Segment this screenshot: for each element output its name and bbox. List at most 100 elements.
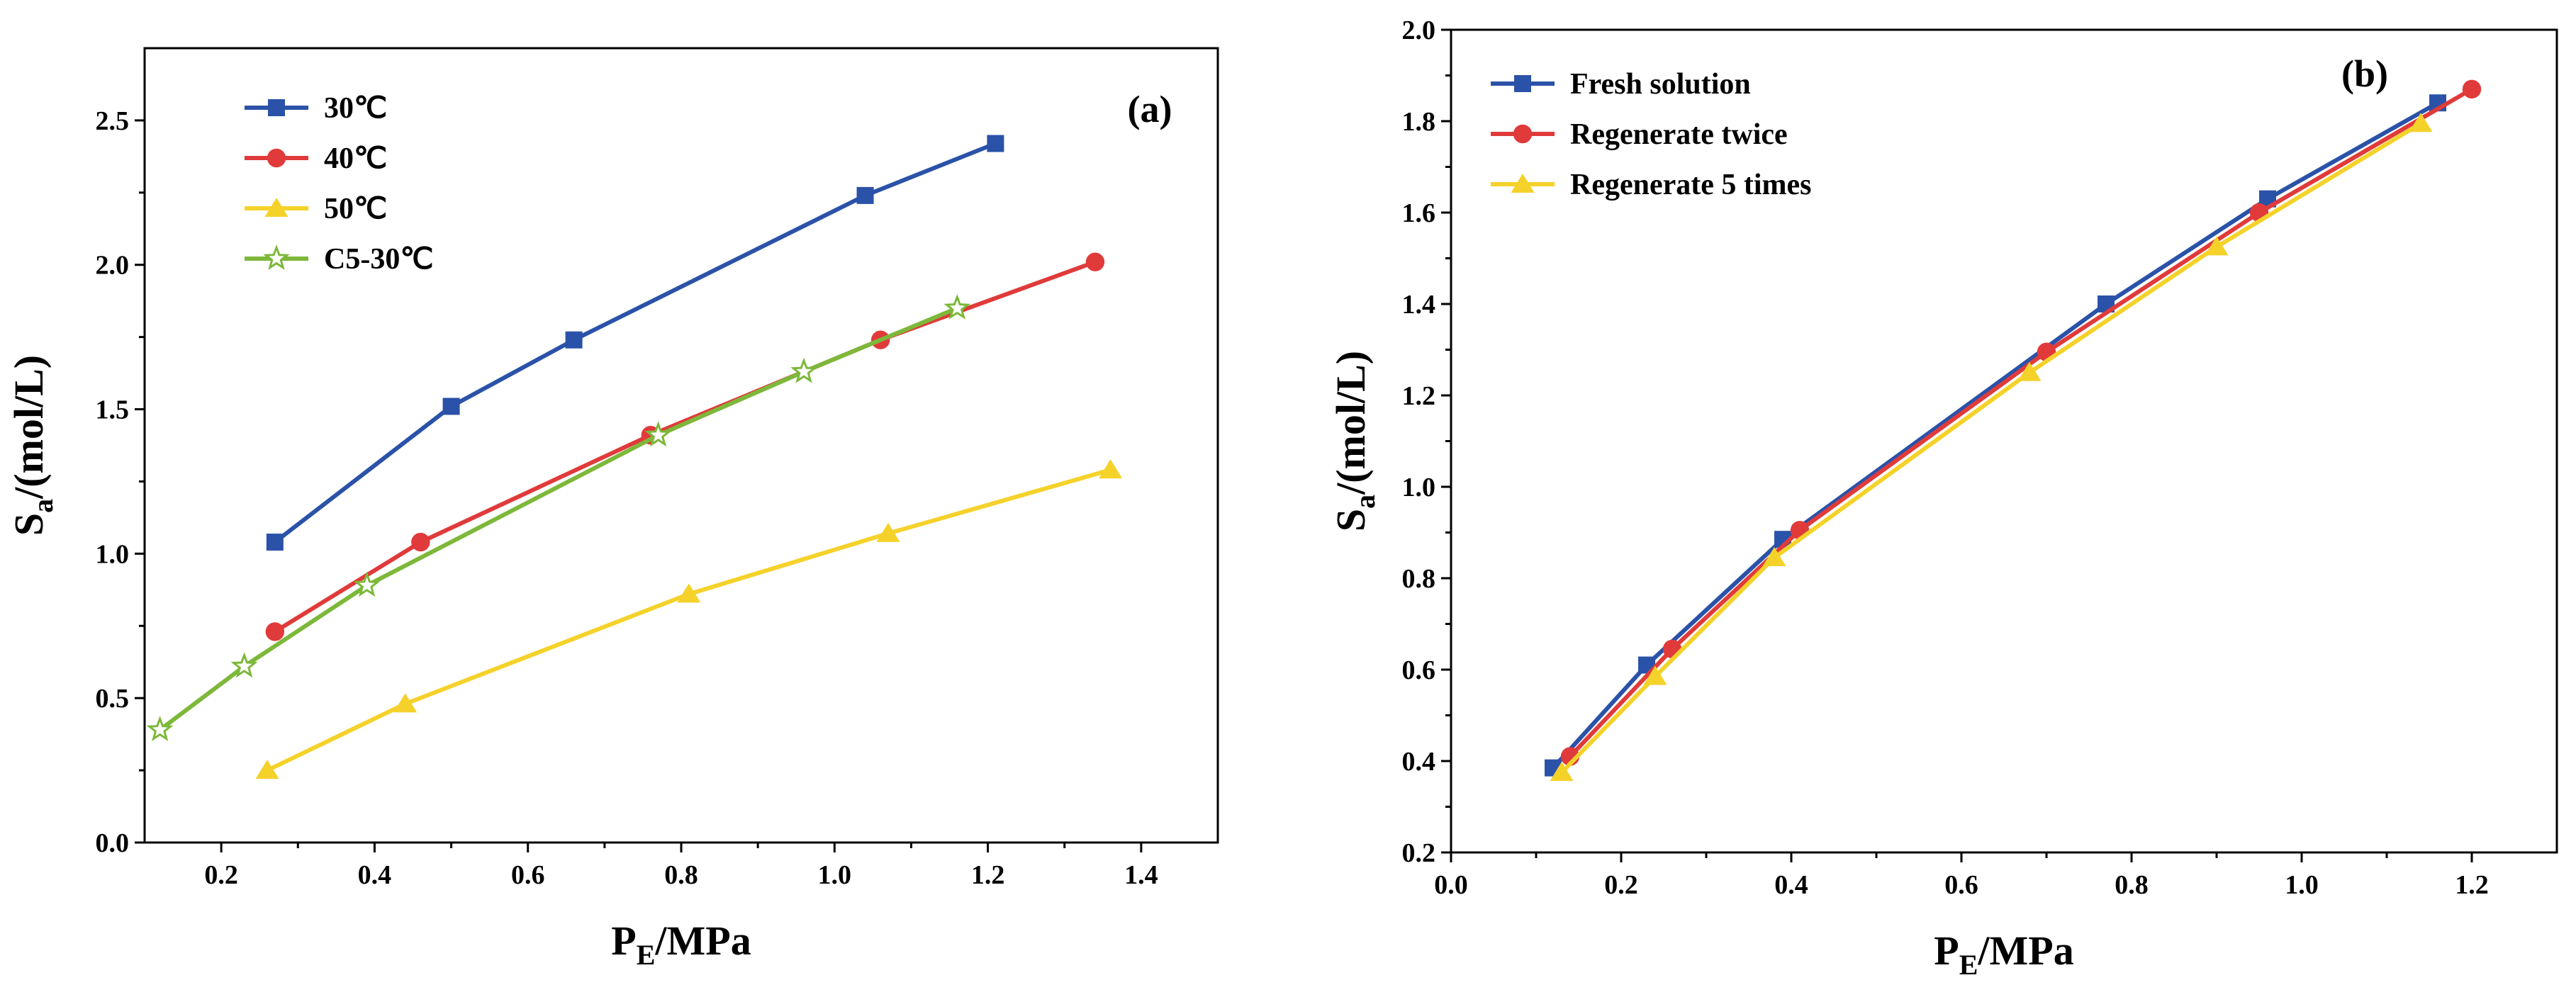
x-tick-label: 1.0: [2285, 870, 2319, 900]
y-tick-label: 0.2: [1402, 838, 1436, 868]
x-tick-label: 0.2: [204, 860, 238, 890]
data-point-2-2: [1762, 546, 1786, 566]
x-axis-title: PE/MPa: [1934, 928, 2073, 981]
data-point-1-1: [411, 532, 430, 552]
y-tick-label: 0.6: [1402, 655, 1436, 685]
legend-marker-2: [1511, 174, 1535, 193]
x-axis-title-rest: /MPa: [654, 918, 751, 964]
data-point-3-2: [353, 571, 381, 597]
data-point-3-0: [146, 716, 174, 742]
x-tick-label: 0.8: [2115, 870, 2149, 900]
y-tick-label: 1.6: [1402, 198, 1436, 228]
x-axis-title-rest: /MPa: [1977, 928, 2073, 974]
y-axis-title-sub: a: [27, 499, 59, 513]
series-2: [1550, 113, 2433, 782]
y-tick-label: 2.0: [96, 251, 130, 281]
y-tick-label: 2.0: [1402, 16, 1436, 45]
x-tick-label: 1.0: [818, 860, 852, 890]
data-point-2-1: [393, 693, 418, 713]
series-line-3: [158, 306, 958, 732]
panel-label: (b): [2341, 52, 2388, 95]
x-tick-label: 0.6: [511, 860, 545, 890]
y-tick-label: 0.5: [96, 684, 130, 714]
data-point-2-1: [1643, 665, 1667, 685]
x-tick-label: 0.0: [1434, 870, 1468, 900]
legend-marker-0: [268, 99, 285, 116]
plot-frame: [143, 47, 1219, 844]
x-tick-label: 0.2: [1604, 870, 1638, 900]
x-axis-title-main: P: [611, 918, 636, 964]
legend-label-1: 40℃: [324, 142, 387, 175]
data-point-2-0: [255, 760, 279, 779]
series-1: [265, 252, 1105, 641]
x-tick-label: 0.4: [358, 860, 392, 890]
y-tick-label: 0.0: [96, 828, 130, 858]
y-tick-label: 1.8: [1402, 107, 1436, 137]
legend-label-2: Regenerate 5 times: [1570, 169, 1812, 201]
series-3: [146, 294, 971, 742]
y-tick-label: 1.2: [1402, 381, 1436, 411]
data-point-0-4: [987, 135, 1004, 152]
data-point-2-0: [1550, 762, 1574, 782]
chart-b: 0.0 0.2 0.4 0.6 0.8 1.0 1.20.20.40.60.81.01.21…: [1328, 16, 2558, 981]
legend-marker-1: [1513, 124, 1533, 144]
legend-label-2: 50℃: [324, 193, 387, 225]
x-tick-label: 1.2: [971, 860, 1005, 890]
y-axis-title: Sa/(mol/L): [6, 355, 59, 536]
data-point-2-5: [2409, 113, 2433, 133]
data-point-1-4: [1085, 252, 1105, 271]
x-tick-label: 0.6: [1944, 870, 1978, 900]
data-point-0-1: [442, 398, 460, 415]
series-line-2: [266, 468, 1111, 772]
data-point-2-4: [2205, 236, 2229, 256]
y-axis-title: Sa/(mol/L): [1328, 351, 1381, 531]
plot-frame: [1450, 28, 2558, 854]
data-point-2-2: [677, 583, 701, 603]
y-tick-label: 0.8: [1402, 564, 1436, 594]
x-tick-label: 0.4: [1774, 870, 1808, 900]
y-tick-label: 1.5: [96, 395, 130, 425]
legend-marker-0: [1514, 75, 1531, 92]
y-tick-label: 2.5: [96, 106, 130, 136]
data-point-1-0: [265, 622, 285, 641]
data-point-3-4: [790, 357, 817, 383]
data-point-1-5: [2462, 79, 2482, 99]
legend: 30℃ 40℃ 50℃ C5-30℃: [245, 92, 434, 276]
y-axis-title-main: S: [6, 513, 52, 536]
x-axis-title-sub: E: [637, 939, 656, 971]
y-tick-label: 0.4: [1402, 747, 1436, 777]
series-2: [255, 459, 1123, 779]
panel-label: (a): [1128, 88, 1172, 130]
y-axis-title-main: S: [1328, 509, 1374, 531]
y-axis-title-rest: /(mol/L): [1328, 351, 1374, 495]
y-tick-label: 1.4: [1402, 290, 1436, 320]
data-point-0-2: [565, 331, 583, 349]
x-tick-label: 1.2: [2455, 870, 2489, 900]
y-axis-title-rest: /(mol/L): [6, 355, 52, 500]
series-line-0: [1551, 101, 2439, 770]
x-axis-title: PE/MPa: [611, 918, 751, 971]
x-tick-label: 0.8: [664, 860, 698, 890]
x-axis-title-main: P: [1934, 928, 1959, 974]
y-tick-label: 1.0: [1402, 473, 1436, 502]
data-point-3-3: [644, 421, 672, 447]
data-point-2-3: [876, 522, 900, 542]
series-line-2: [1559, 121, 2422, 774]
legend-label-1: Regenerate twice: [1570, 118, 1788, 151]
legend: Fresh solution Regenerate twice Regenerate…: [1491, 68, 1812, 201]
x-axis-title-sub: E: [1959, 949, 1978, 981]
series-0: [266, 135, 1004, 551]
data-point-0-3: [856, 186, 874, 204]
data-point-2-4: [1099, 459, 1123, 479]
legend-marker-3: [263, 244, 290, 271]
legend-marker-2: [264, 198, 289, 217]
legend-label-0: Fresh solution: [1570, 68, 1751, 101]
chart-a: 0.2 0.4 0.6 0.8 1.0 1.2 1.4 0.0 0.5 1.0 1.5 2.0 2.5 P…: [6, 47, 1219, 971]
legend-marker-1: [267, 148, 286, 168]
y-axis-title-sub: a: [1349, 495, 1381, 509]
data-point-3-5: [943, 294, 971, 320]
data-point-3-1: [230, 652, 258, 678]
legend-label-3: C5-30℃: [324, 243, 434, 276]
data-point-0-0: [266, 534, 284, 551]
